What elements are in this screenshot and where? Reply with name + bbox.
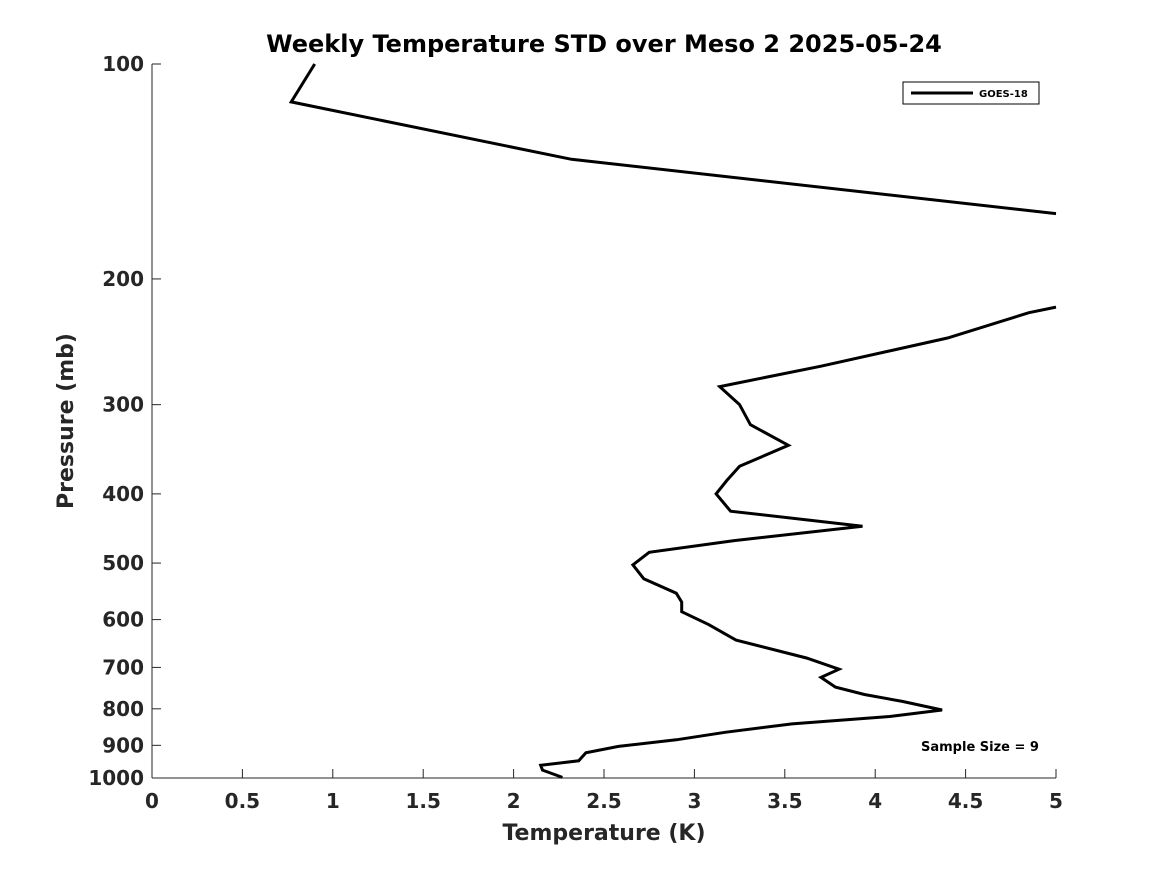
y-tick-label: 500 bbox=[102, 551, 144, 575]
y-axis-ticks: 100 200 300 400 500 600 700 800 900 1000 bbox=[88, 52, 161, 790]
x-tick-label: 2.5 bbox=[586, 789, 621, 813]
y-axis-label: Pressure (mb) bbox=[54, 333, 79, 509]
x-axis-ticks: 0 0.5 1 1.5 2 2.5 3 3.5 4 4.5 5 bbox=[145, 769, 1063, 813]
series-line-goes-18-segment-1 bbox=[288, 63, 1057, 216]
y-tick-label: 400 bbox=[102, 482, 144, 506]
x-tick-label: 1.5 bbox=[405, 789, 440, 813]
y-tick-label: 600 bbox=[102, 608, 144, 632]
x-tick-label: 0.5 bbox=[225, 789, 260, 813]
y-tick-label: 800 bbox=[102, 697, 144, 721]
x-tick-label: 4 bbox=[868, 789, 882, 813]
legend-label-goes-18: GOES-18 bbox=[979, 89, 1028, 100]
x-tick-label: 3 bbox=[687, 789, 701, 813]
x-axis-label: Temperature (K) bbox=[502, 821, 705, 846]
legend: GOES-18 bbox=[902, 81, 1040, 105]
x-tick-label: 0 bbox=[145, 789, 159, 813]
sample-size-annotation: Sample Size = 9 bbox=[921, 740, 1039, 755]
x-tick-label: 4.5 bbox=[948, 789, 983, 813]
y-tick-label: 1000 bbox=[88, 766, 144, 790]
x-tick-label: 1 bbox=[326, 789, 340, 813]
chart-title: Weekly Temperature STD over Meso 2 2025-… bbox=[266, 30, 942, 58]
x-tick-label: 3.5 bbox=[767, 789, 802, 813]
y-tick-label: 700 bbox=[102, 655, 144, 679]
series-lines bbox=[288, 63, 1057, 779]
y-tick-label: 900 bbox=[102, 733, 144, 757]
y-tick-label: 200 bbox=[102, 267, 144, 291]
x-tick-label: 5 bbox=[1049, 789, 1063, 813]
y-tick-label: 100 bbox=[102, 52, 144, 76]
series-line-goes-18-segment-2 bbox=[538, 305, 1057, 779]
x-tick-label: 2 bbox=[507, 789, 521, 813]
y-tick-label: 300 bbox=[102, 393, 144, 417]
